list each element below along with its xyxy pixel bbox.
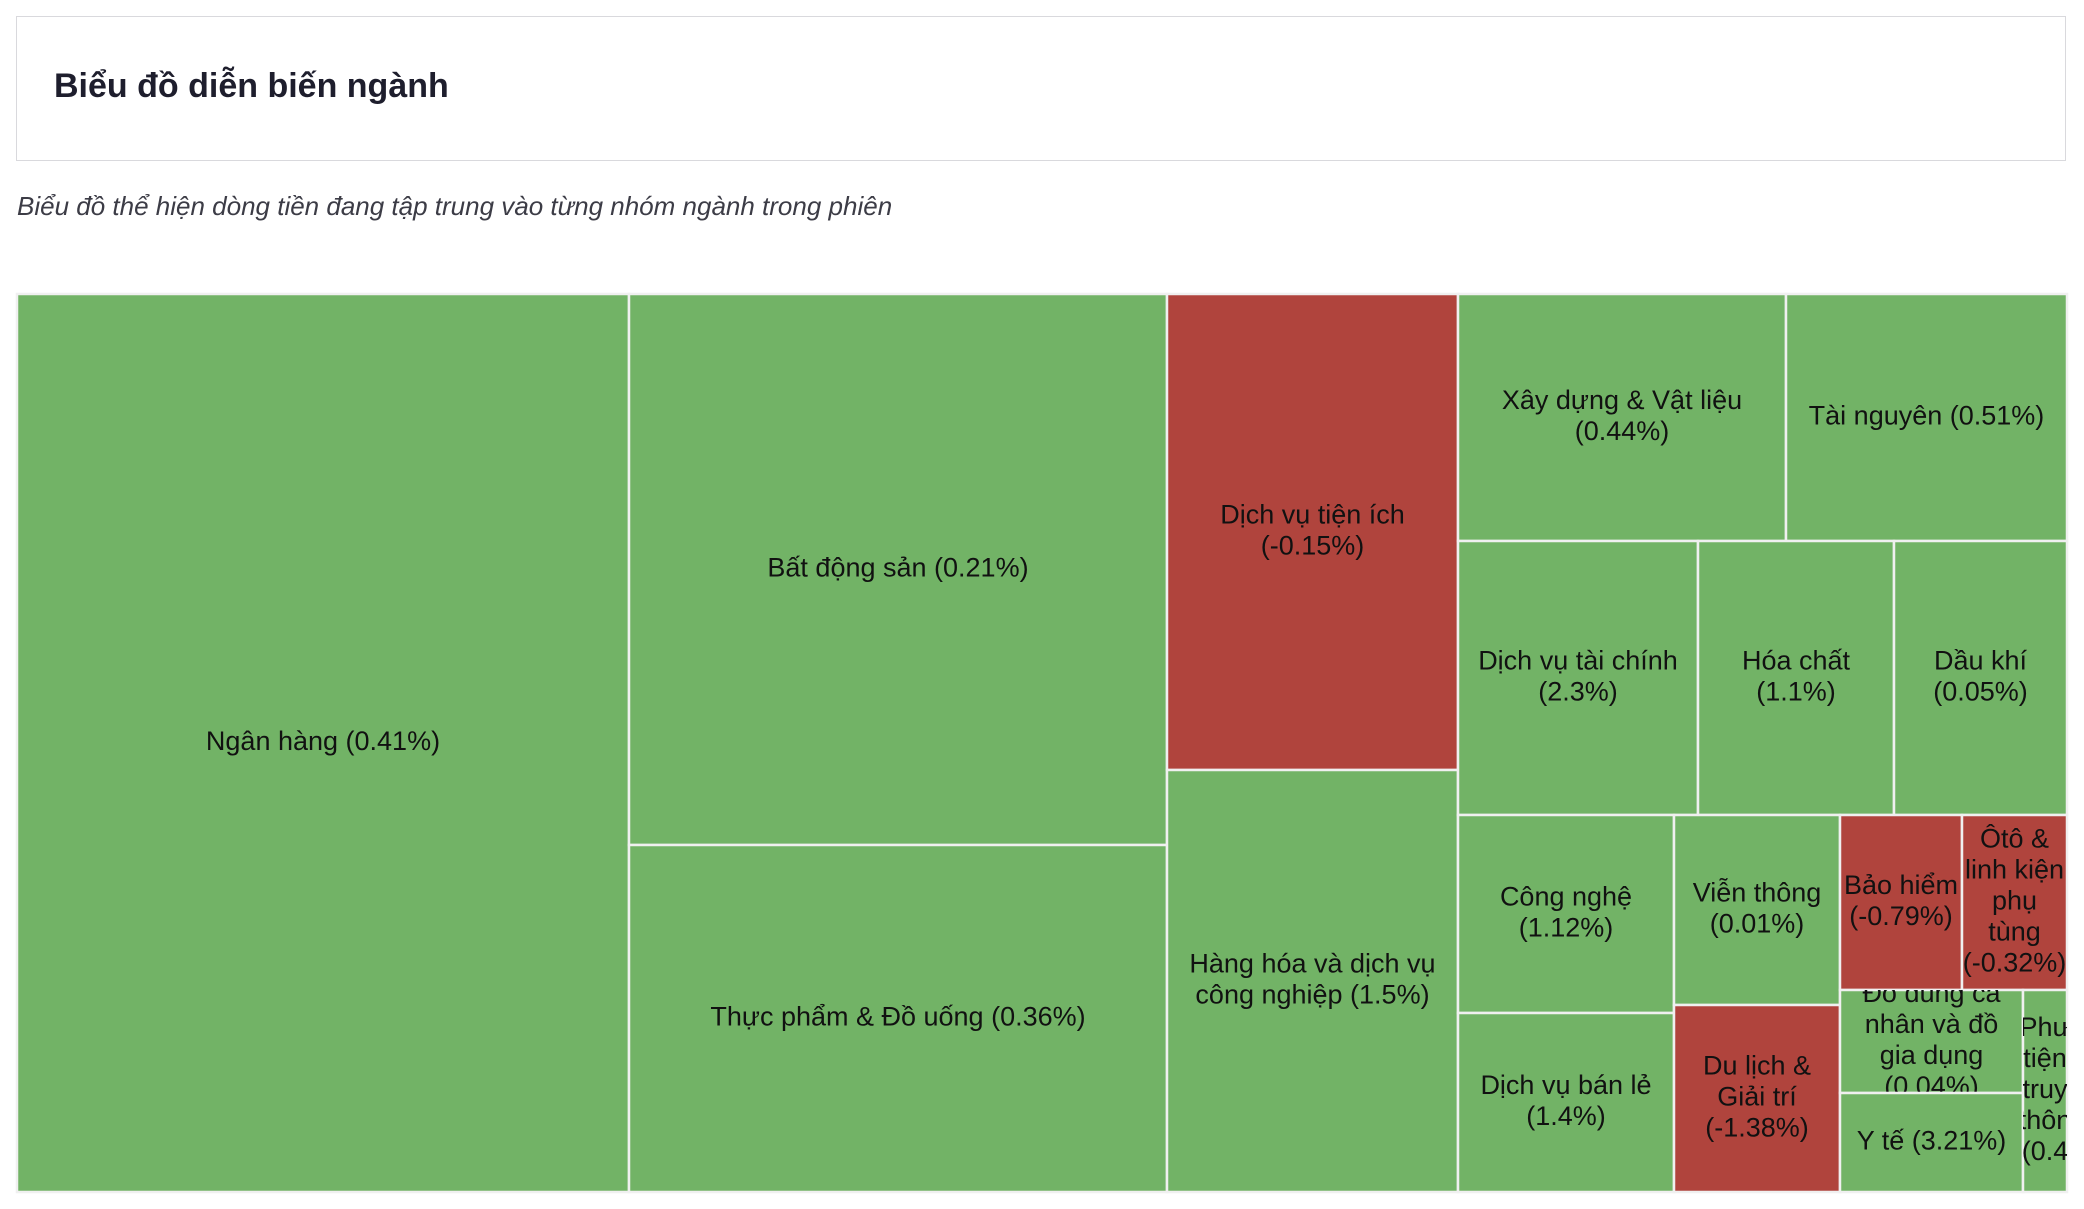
treemap-tile-bao-hiem[interactable]: Bảo hiểm (-0.79%) [1838,813,1964,992]
treemap-tile-rect-tai-nguyen [1784,292,2069,543]
treemap-tile-y-te[interactable]: Y tế (3.21%) [1838,1091,2025,1194]
treemap-tile-do-dung-ca-nhan-va-do-gia-dung[interactable]: Đồ dùng cá nhân và đồ gia dụng (0.04%) [1838,978,2025,1101]
chart-subtitle: Biểu đồ thể hiện dòng tiền đang tập trun… [17,191,893,221]
treemap-tile-tai-nguyen[interactable]: Tài nguyên (0.51%) [1784,292,2069,543]
treemap-tile-oto-linh-kien-phu-tung[interactable]: Ôtô & linh kiện phụ tùng (-0.32%) [1960,813,2069,992]
treemap-tile-cong-nghe[interactable]: Công nghệ (1.12%) [1456,813,1676,1015]
treemap-tile-rect-dich-vu-tien-ich [1165,292,1460,772]
treemap-label-bao-hiem: Bảo hiểm (-0.79%) [1844,870,1958,931]
treemap-tile-rect-dau-khi [1892,539,2069,817]
treemap-label-hang-hoa-va-dich-vu-cong-nghiep: Hàng hóa và dịch vụ công nghiệp (1.5%) [1189,949,1435,1010]
treemap-tile-rect-cong-nghe [1456,813,1676,1015]
treemap-tile-bat-dong-san[interactable]: Bất động sản (0.21%) [627,292,1169,847]
treemap-tile-rect-thuc-pham-do-uong [627,843,1169,1194]
treemap-label-tai-nguyen: Tài nguyên (0.51%) [1809,401,2045,431]
treemap-tile-rect-vien-thong [1672,813,1842,1007]
treemap-tile-thuc-pham-do-uong[interactable]: Thực phẩm & Đồ uống (0.36%) [627,843,1169,1194]
treemap-tile-vien-thong[interactable]: Viễn thông (0.01%) [1672,813,1842,1007]
treemap-tile-phuong-tien-truyen-thong[interactable]: Phư tiện truy thôn (0.4 [2019,988,2072,1194]
treemap-tile-rect-xay-dung-vat-lieu [1456,292,1788,543]
treemap-tile-rect-phuong-tien-truyen-thong [2021,988,2069,1194]
treemap-label-phuong-tien-truyen-thong: Phư tiện truy thôn (0.4 [2019,1012,2072,1166]
treemap-tile-dich-vu-ban-le[interactable]: Dịch vụ bán lẻ (1.4%) [1456,1011,1676,1194]
treemap-tile-rect-bao-hiem [1838,813,1964,992]
title-card: Biểu đồ diễn biến ngành [16,16,2066,161]
treemap-tile-rect-du-lich-giai-tri [1672,1003,1842,1194]
treemap-tile-xay-dung-vat-lieu[interactable]: Xây dựng & Vật liệu (0.44%) [1456,292,1788,543]
treemap-label-thuc-pham-do-uong: Thực phẩm & Đồ uống (0.36%) [710,1002,1085,1032]
treemap-label-dich-vu-ban-le: Dịch vụ bán lẻ (1.4%) [1480,1070,1651,1131]
treemap-label-cong-nghe: Công nghệ (1.12%) [1500,882,1632,943]
treemap-tile-hoa-chat[interactable]: Hóa chất (1.1%) [1696,539,1896,817]
treemap-label-xay-dung-vat-lieu: Xây dựng & Vật liệu (0.44%) [1502,385,1742,446]
treemap-tile-dau-khi[interactable]: Dầu khí (0.05%) [1892,539,2069,817]
treemap-tile-rect-y-te [1838,1091,2025,1194]
treemap-label-dich-vu-tai-chinh: Dịch vụ tài chính (2.3%) [1478,646,1678,707]
treemap-label-oto-linh-kien-phu-tung: Ôtô & linh kiện phụ tùng (-0.32%) [1963,823,2067,978]
treemap-tile-rect-do-dung-ca-nhan-va-do-gia-dung [1838,988,2025,1095]
treemap-tile-ngan-hang[interactable]: Ngân hàng (0.41%) [15,292,631,1194]
treemap-label-vien-thong: Viễn thông (0.01%) [1693,877,1822,939]
page-title: Biểu đồ diễn biến ngành [54,67,449,105]
treemap-label-do-dung-ca-nhan-va-do-gia-dung: Đồ dùng cá nhân và đồ gia dụng (0.04%) [1862,978,2001,1101]
treemap-tile-dich-vu-tai-chinh[interactable]: Dịch vụ tài chính (2.3%) [1456,539,1700,817]
treemap-label-ngan-hang: Ngân hàng (0.41%) [206,726,440,756]
treemap-tile-rect-bat-dong-san [627,292,1169,847]
treemap-tile-rect-hang-hoa-va-dich-vu-cong-nghiep [1165,768,1460,1194]
treemap-tile-rect-hoa-chat [1696,539,1896,817]
treemap-label-hoa-chat: Hóa chất (1.1%) [1742,646,1851,707]
treemap-tile-du-lich-giai-tri[interactable]: Du lịch & Giải trí (-1.38%) [1672,1003,1842,1194]
treemap-label-du-lich-giai-tri: Du lịch & Giải trí (-1.38%) [1703,1051,1811,1143]
treemap-label-dich-vu-tien-ich: Dịch vụ tiện ích (-0.15%) [1220,500,1405,561]
treemap-tile-hang-hoa-va-dich-vu-cong-nghiep[interactable]: Hàng hóa và dịch vụ công nghiệp (1.5%) [1165,768,1460,1194]
treemap-label-bat-dong-san: Bất động sản (0.21%) [767,553,1028,583]
treemap-label-dau-khi: Dầu khí (0.05%) [1933,646,2028,707]
treemap-tile-dich-vu-tien-ich[interactable]: Dịch vụ tiện ích (-0.15%) [1165,292,1460,772]
treemap-label-y-te: Y tế (3.21%) [1857,1126,2007,1156]
